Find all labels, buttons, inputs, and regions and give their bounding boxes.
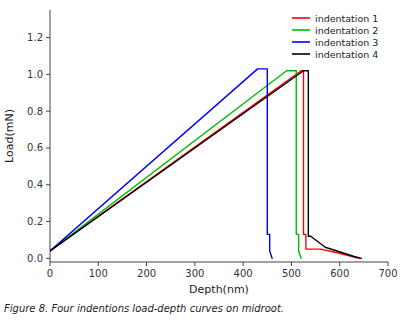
y-tick [46,74,50,75]
legend-swatch [292,17,310,19]
y-tick-label: 0.4 [27,179,43,190]
series-line [50,69,272,258]
y-axis [50,10,51,262]
x-tick [146,262,147,266]
y-tick [46,221,50,222]
legend: indentation 1indentation 2indentation 3i… [292,13,378,60]
y-tick [46,37,50,38]
x-tick-label: 600 [330,268,349,279]
x-tick [339,262,340,266]
x-tick-label: 500 [282,268,301,279]
y-tick [46,111,50,112]
x-tick [243,262,244,266]
x-tick [388,262,389,266]
x-tick-label: 200 [137,268,156,279]
legend-label: indentation 3 [315,37,378,48]
x-tick-label: 300 [185,268,204,279]
y-tick-label: 0.0 [27,253,43,264]
y-tick-label: 0.2 [27,216,43,227]
y-tick-label: 1.2 [27,32,43,43]
y-tick [46,147,50,148]
legend-label: indentation 2 [315,25,378,36]
chart: 0 100 200 300 400 500 600 700 0.0 0.2 0.4 0.6 0.8 1.0… [0,0,400,320]
caption: Figure 8. Four indentions load-depth cur… [4,303,284,314]
x-tick [194,262,195,266]
legend-label: indentation 1 [315,13,378,24]
series-line [50,71,359,259]
y-tick [46,184,50,185]
x-tick-label: 700 [378,268,397,279]
legend-swatch [292,41,310,43]
y-tick [46,258,50,259]
legend-swatch [292,53,310,55]
x-tick [291,262,292,266]
x-axis-label: Depth(nm) [189,283,249,296]
x-axis [50,262,388,263]
x-tick-label: 100 [89,268,108,279]
x-tick [50,262,51,266]
legend-swatch [292,29,310,31]
y-tick-label: 1.0 [27,69,43,80]
plot-area [50,69,361,258]
y-tick-label: 0.6 [27,142,43,153]
x-tick [98,262,99,266]
x-tick-label: 0 [47,268,53,279]
series-line [50,71,361,259]
y-axis-label: Load(mN) [3,109,16,163]
legend-label: indentation 4 [315,49,378,60]
x-tick-label: 400 [234,268,253,279]
y-tick-label: 0.8 [27,106,43,117]
